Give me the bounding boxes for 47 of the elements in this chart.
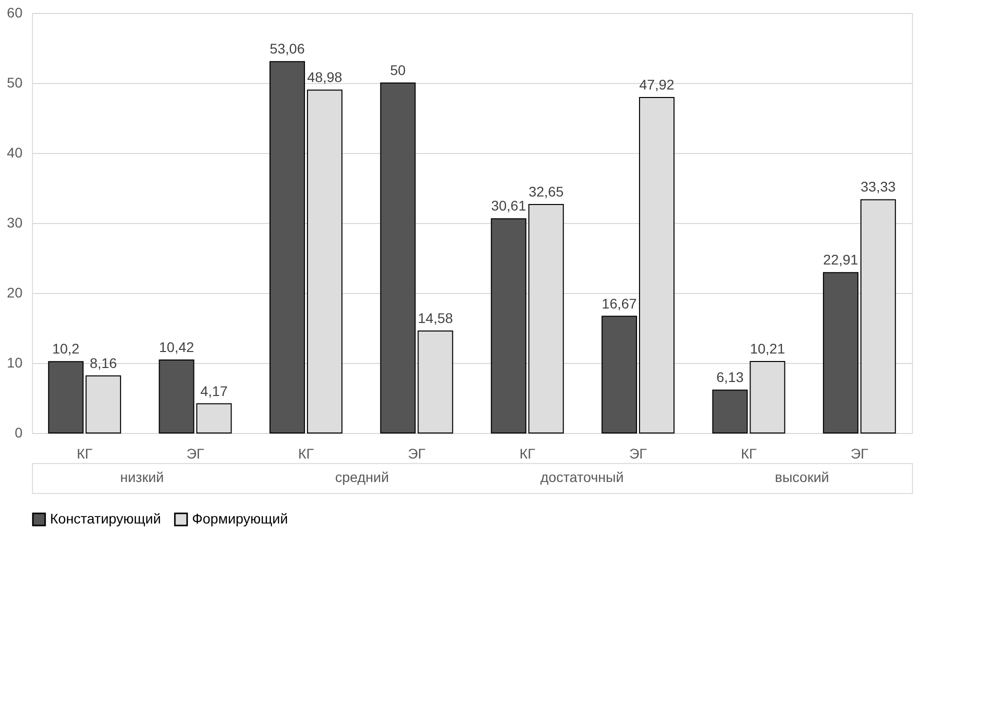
y-tick-label: 0	[14, 424, 23, 440]
legend-label: Формирующий	[192, 510, 288, 526]
bar	[712, 390, 748, 434]
data-label: 50	[390, 62, 406, 78]
x-tick-label: КГ	[519, 446, 536, 462]
text: достаточный	[540, 469, 624, 485]
text: высокий	[774, 469, 830, 485]
data-label: 22,91	[823, 252, 858, 268]
y-tick-label: 10	[6, 354, 23, 370]
y-tick-label: 50	[6, 74, 23, 90]
data-label: 10,2	[52, 340, 80, 357]
data-label: 14,58	[418, 310, 454, 326]
data-label: 47,92	[639, 76, 674, 93]
bar	[196, 403, 232, 434]
y-tick-label: 30	[6, 214, 23, 230]
data-label: 8,16	[90, 354, 118, 371]
y-tick-label: 60	[6, 4, 23, 20]
data-label: 33,33	[860, 178, 896, 195]
bar	[48, 361, 84, 434]
bar	[158, 360, 194, 434]
data-label: 6,13	[716, 369, 744, 386]
x-tick-label: ЭГ	[408, 446, 426, 462]
x-tick-label: ЭГ	[850, 446, 869, 462]
bar	[86, 375, 122, 434]
bar	[269, 61, 305, 434]
x-tick-label: КГ	[76, 446, 93, 462]
x-tick-label: КГ	[298, 446, 314, 462]
bar	[490, 218, 526, 434]
data-label: 32,65	[528, 183, 564, 200]
x-tick-label: ЭГ	[629, 446, 648, 462]
legend-label: Констатирующий	[50, 510, 161, 526]
data-label: 48,98	[307, 69, 342, 86]
text: средний	[335, 469, 389, 485]
x-tick-label: ЭГ	[186, 446, 205, 462]
text: низкий	[120, 469, 164, 485]
bar	[822, 272, 858, 434]
y-tick-label: 20	[6, 284, 23, 300]
data-label: 30,61	[491, 198, 526, 214]
bar	[602, 316, 638, 434]
data-label: 10,21	[750, 340, 786, 357]
data-label: 16,67	[602, 295, 638, 312]
data-label: 4,17	[200, 382, 228, 399]
y-tick-label: 40	[6, 144, 23, 160]
data-label: 53,06	[270, 40, 305, 57]
x-tick-label: КГ	[740, 446, 758, 462]
bar	[380, 82, 416, 434]
data-label: 10,42	[159, 339, 194, 356]
